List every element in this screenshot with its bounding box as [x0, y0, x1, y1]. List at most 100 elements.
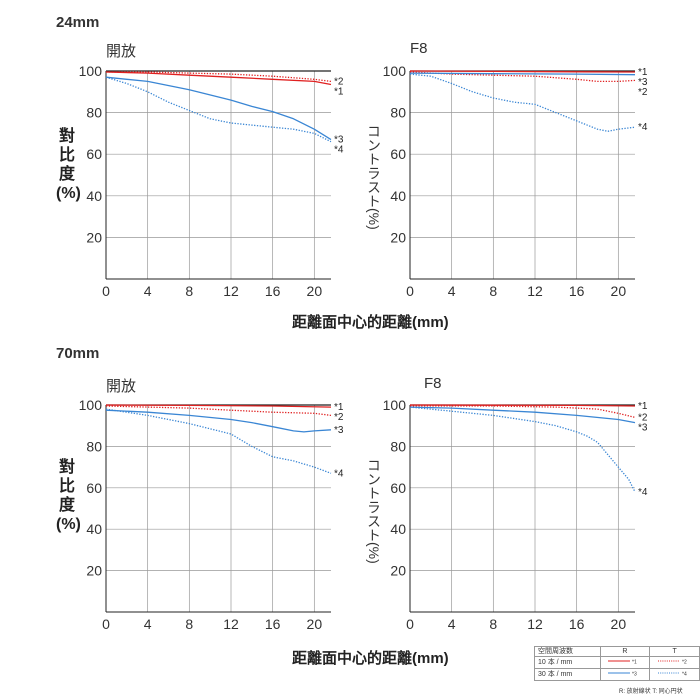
legend-t-30-mark: *4	[682, 672, 687, 678]
legend-row-10: 10 本 / mm *1 *2	[534, 656, 700, 669]
panel-1-ytick-label-2: 60	[390, 146, 406, 162]
y-axis-label-right-70mm: コントラスト(%)	[366, 458, 382, 564]
panel-0-series-line-2	[106, 71, 332, 83]
panel-1-xtick-label-5: 20	[611, 283, 627, 299]
panel-3-xtick-label-1: 4	[448, 616, 456, 632]
panel-0-series-line-3	[105, 76, 332, 141]
panel-0-ytick-label-0: 20	[86, 229, 102, 245]
legend-header-frequency: 空間周波数	[534, 646, 601, 657]
panel-0-end-label-4: *4	[334, 145, 344, 156]
panel-2-end-label-2: *2	[334, 412, 344, 423]
panel-2-xtick-label-2: 8	[185, 616, 193, 632]
panel-2-series-line-4	[105, 408, 332, 474]
panel-2-ytick-label-0: 20	[86, 563, 102, 579]
panel-3-xtick-label-3: 12	[527, 616, 543, 632]
panel-0-xtick-label-4: 16	[265, 283, 281, 299]
panel-0-xtick-label-2: 8	[185, 283, 193, 299]
panel-2-xtick-label-5: 20	[307, 616, 323, 632]
y-axis-label-right-24mm: コントラスト(%)	[366, 124, 382, 230]
panel-3-end-label-3: *3	[638, 422, 648, 433]
legend-table: 空間周波数 R T 10 本 / mm *1 *2 30 本 / mm *3 *…	[534, 646, 700, 681]
panel-2-ytick-label-2: 60	[86, 480, 102, 496]
section-title-70mm: 70mm	[56, 345, 100, 362]
panel-1-xtick-label-4: 16	[569, 283, 585, 299]
panel-0-xtick-label-0: 0	[102, 283, 110, 299]
panel-caption-24mm-f8: F8	[410, 40, 428, 57]
panel-0-end-label-2: *2	[334, 76, 344, 87]
panel-1-xtick-label-1: 4	[448, 283, 456, 299]
panel-1-ytick-label-3: 80	[390, 105, 406, 121]
panel-3-series-line-3	[409, 406, 636, 424]
legend-r-30-mark: *3	[632, 672, 637, 678]
legend-header-r: R	[599, 646, 651, 657]
panel-3-end-label-4: *4	[638, 487, 648, 498]
legend-row-10-label: 10 本 / mm	[534, 656, 601, 669]
legend-r-10-mark: *1	[632, 660, 637, 666]
section-title-24mm: 24mm	[56, 14, 100, 31]
panel-2-ytick-label-1: 40	[86, 521, 102, 537]
panel-3-ytick-label-4: 100	[383, 397, 407, 413]
panel-caption-24mm-open: 開放	[106, 43, 137, 60]
legend-header-row: 空間周波数 R T	[534, 646, 700, 657]
panel-2-series-line-3	[105, 409, 332, 433]
panel-0-ytick-label-2: 60	[86, 146, 102, 162]
panel-1-end-label-2: *2	[638, 87, 648, 98]
panel-3-series-line-4	[409, 406, 636, 493]
panel-caption-70mm-open: 開放	[106, 378, 137, 395]
panel-1-series-line-1	[409, 70, 636, 73]
panel-3-xtick-label-2: 8	[489, 616, 497, 632]
panel-2-xtick-label-4: 16	[265, 616, 281, 632]
y-axis-label-left-24mm: 對比度(%)	[56, 128, 81, 202]
panel-1-series-line-3	[409, 72, 636, 76]
panel-1-end-label-3: *3	[638, 77, 648, 88]
legend-t-30-sample: *4	[649, 668, 700, 681]
panel-1-xtick-label-2: 8	[489, 283, 497, 299]
panel-1-series-line-2	[409, 71, 636, 83]
panel-3-ytick-label-1: 40	[390, 521, 406, 537]
panel-0-xtick-label-5: 20	[307, 283, 323, 299]
panel-1-series-line-4	[409, 73, 636, 132]
panel-3-xtick-label-0: 0	[406, 616, 414, 632]
panel-1-ytick-label-1: 40	[390, 188, 406, 204]
panel-0-series-line-4	[105, 76, 332, 143]
panel-3-end-label-2: *2	[638, 412, 648, 423]
panel-caption-70mm-f8: F8	[424, 375, 442, 392]
legend-note: R: 放射線状 T: 同心円状	[619, 689, 683, 695]
panel-0-xtick-label-1: 4	[144, 283, 152, 299]
panel-2-ytick-label-3: 80	[86, 438, 102, 454]
panel-2-xtick-label-3: 12	[223, 616, 239, 632]
panel-2-series-line-2	[105, 405, 332, 417]
panel-1-ytick-label-4: 100	[383, 63, 407, 79]
legend-r-30-sample: *3	[599, 668, 651, 681]
panel-1-xtick-label-3: 12	[527, 283, 543, 299]
panel-3-ytick-label-0: 20	[390, 563, 406, 579]
legend-row-30: 30 本 / mm *3 *4	[534, 668, 700, 681]
panel-2-end-label-1: *1	[334, 402, 344, 413]
legend-header-t: T	[649, 646, 700, 657]
panel-1-end-label-4: *4	[638, 122, 648, 133]
legend-row-30-label: 30 本 / mm	[534, 668, 601, 681]
y-axis-label-left-70mm: 對比度(%)	[56, 459, 81, 533]
panel-3-xtick-label-5: 20	[611, 616, 627, 632]
panel-2-xtick-label-0: 0	[102, 616, 110, 632]
panel-1-ytick-label-0: 20	[390, 229, 406, 245]
panel-0-ytick-label-1: 40	[86, 188, 102, 204]
panel-3-end-label-1: *1	[638, 401, 648, 412]
panel-2-end-label-4: *4	[334, 468, 344, 479]
panel-3-ytick-label-3: 80	[390, 438, 406, 454]
x-axis-label-24mm: 距離面中心的距離(mm)	[292, 314, 449, 331]
panel-1-end-label-1: *1	[638, 67, 648, 78]
panel-0-xtick-label-3: 12	[223, 283, 239, 299]
panel-2-ytick-label-4: 100	[79, 397, 103, 413]
legend-t-10-mark: *2	[682, 660, 687, 666]
panel-3-xtick-label-4: 16	[569, 616, 585, 632]
panel-3-series-line-1	[409, 404, 636, 407]
legend-r-10-sample: *1	[599, 656, 651, 669]
panel-0-ytick-label-4: 100	[79, 63, 103, 79]
panel-2-xtick-label-1: 4	[144, 616, 152, 632]
panel-1-xtick-label-0: 0	[406, 283, 414, 299]
panel-0-ytick-label-3: 80	[86, 105, 102, 121]
x-axis-label-70mm: 距離面中心的距離(mm)	[292, 650, 449, 667]
panel-2-series-line-1	[105, 404, 332, 408]
panel-3-ytick-label-2: 60	[390, 480, 406, 496]
